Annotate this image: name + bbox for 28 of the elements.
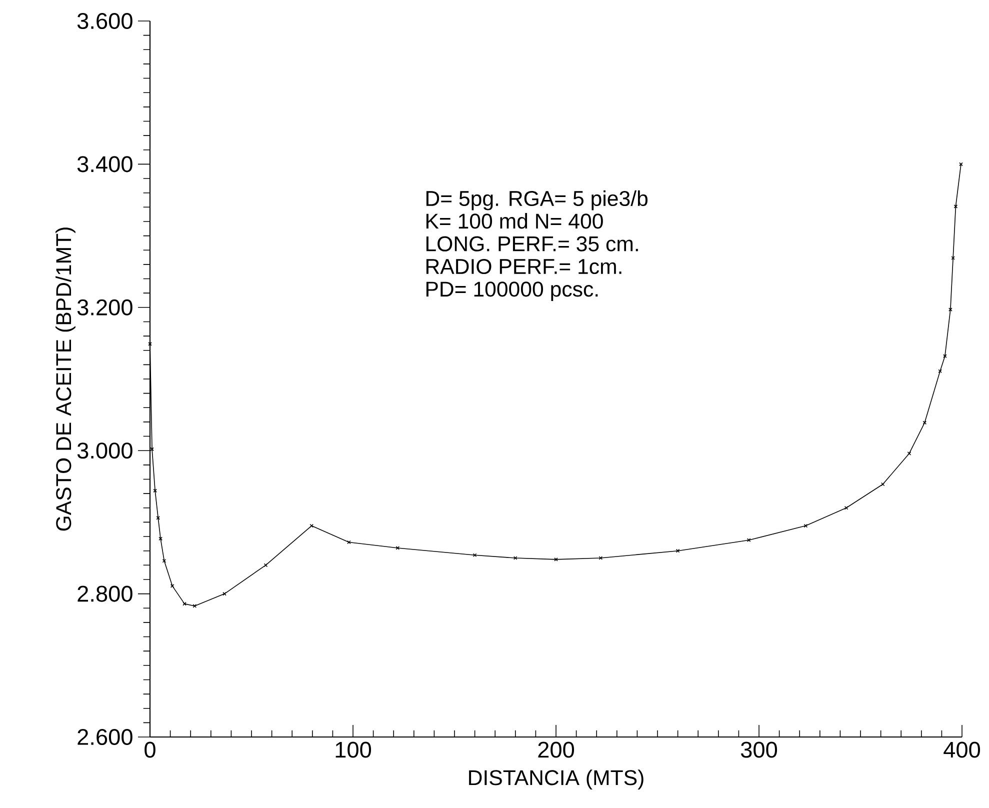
point xyxy=(948,308,952,312)
point xyxy=(943,354,947,358)
annotation: PD= 100000 pcsc. xyxy=(426,282,598,301)
x-tick-label: 300 xyxy=(740,742,778,758)
x-tick-label: 400 xyxy=(944,742,980,758)
y-tick-label: 3.600 xyxy=(77,12,132,30)
y-tick-label: 3.400 xyxy=(77,156,132,172)
y-tick-label: 2.800 xyxy=(78,586,132,602)
annotation: RADIO PERF.= 1cm. xyxy=(426,258,622,274)
y-tick-label: 3.200 xyxy=(77,299,132,316)
x-tick-label: 0 xyxy=(144,742,156,758)
point xyxy=(156,516,160,520)
point xyxy=(676,548,680,553)
annotation: K= 100 md N= 400 xyxy=(426,213,603,229)
y-tick-label: 2.600 xyxy=(78,728,132,746)
point xyxy=(746,538,751,542)
x-tick-label: 100 xyxy=(336,742,372,758)
point xyxy=(922,420,927,425)
y-axis-title: GASTO DE ACEITE (BPD/1MT) xyxy=(56,228,76,531)
x-tick-label: 200 xyxy=(538,742,574,758)
point xyxy=(951,256,955,260)
y-tick-label: 3.000 xyxy=(77,442,132,459)
annotation: D= 5pg. RGA= 5 pie3/b xyxy=(426,190,648,210)
point xyxy=(938,369,942,374)
x-axis-title: DISTANCIA (MTS) xyxy=(469,770,644,790)
point xyxy=(264,563,268,568)
point xyxy=(804,524,808,528)
annotation: LONG. PERF.= 35 cm. xyxy=(426,236,638,252)
